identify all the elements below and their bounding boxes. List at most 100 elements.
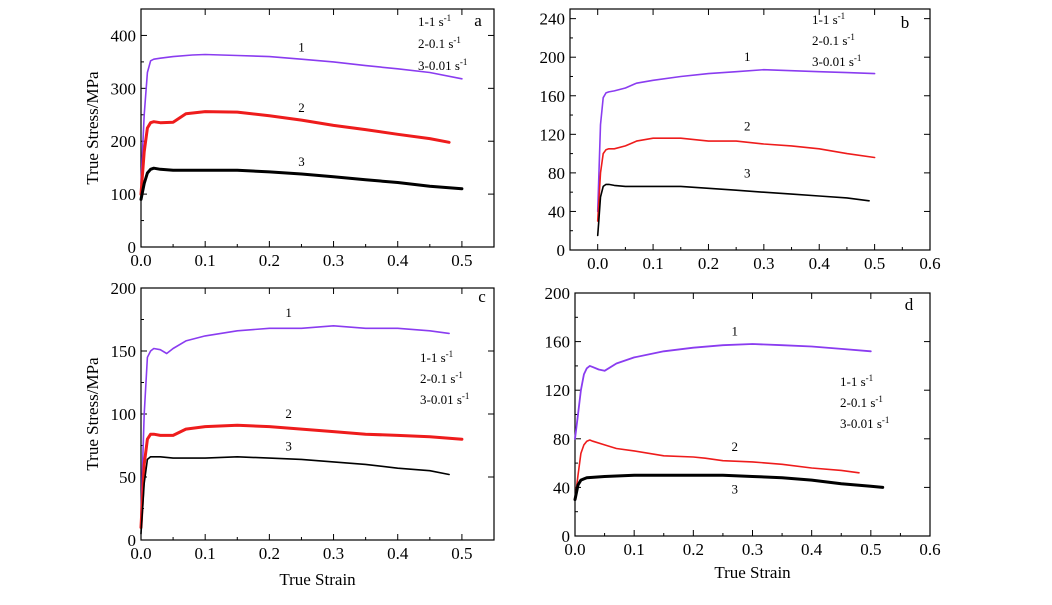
x-tick-label: 0.4 — [801, 540, 823, 559]
y-tick-label: 100 — [111, 405, 137, 424]
x-tick-label: 0.3 — [742, 540, 763, 559]
y-tick-label: 0 — [562, 527, 571, 546]
series-line-1 — [140, 324, 450, 516]
x-axis-title: True Strain — [714, 563, 791, 582]
y-tick-label: 40 — [553, 478, 570, 497]
x-tick-label: 0.4 — [809, 254, 831, 273]
curve-label-2: 2 — [744, 118, 751, 133]
curve-label-3: 3 — [285, 439, 292, 454]
legend-entry: 3-0.01 s-1 — [840, 415, 889, 431]
curve-label-1: 1 — [285, 305, 292, 320]
x-tick-label: 0.2 — [259, 544, 280, 563]
legend-entry: 3-0.01 s-1 — [420, 391, 469, 407]
x-tick-label: 0.5 — [451, 544, 472, 563]
legend-entry: 1-1 s-1 — [812, 11, 845, 27]
y-tick-label: 40 — [548, 202, 565, 221]
series-line-2 — [574, 439, 860, 501]
curve-label-1: 1 — [298, 39, 305, 54]
legend-entry: 1-1 s-1 — [418, 13, 451, 29]
legend-entry: 3-0.01 s-1 — [418, 57, 467, 73]
x-tick-label: 0.0 — [587, 254, 608, 273]
y-tick-label: 50 — [119, 468, 136, 487]
y-tick-label: 100 — [111, 185, 137, 204]
panel-a: 0.0 0.1 0.2 0.3 0.4 0.5 0 100 200 300 400 True Stre… — [83, 8, 495, 270]
panel-d: 0.0 0.1 0.2 0.3 0.4 0.5 0.6 0 40 80 120 160 200 True … — [545, 284, 941, 582]
y-tick-label: 240 — [540, 10, 566, 29]
x-tick-label: 0.5 — [864, 254, 885, 273]
x-tick-label: 0.4 — [387, 251, 409, 270]
curve-label-3: 3 — [298, 154, 305, 169]
legend-entry: 3-0.01 s-1 — [812, 53, 861, 69]
y-tick-label: 150 — [111, 342, 137, 361]
x-tick-label: 0.5 — [860, 540, 881, 559]
y-tick-label: 160 — [540, 87, 566, 106]
x-tick-label: 0.1 — [195, 251, 216, 270]
curve-label-2: 2 — [285, 406, 292, 421]
legend-entry: 1-1 s-1 — [420, 349, 453, 365]
x-tick-label: 0.1 — [642, 254, 663, 273]
curve-label-3: 3 — [744, 166, 751, 181]
series-line-3 — [596, 183, 870, 237]
x-tick-label: 0.2 — [259, 251, 280, 270]
y-tick-label: 200 — [540, 48, 566, 67]
x-tick-label: 0.2 — [698, 254, 719, 273]
y-tick-label: 200 — [545, 284, 571, 303]
y-tick-label: 120 — [540, 125, 566, 144]
series-line-1 — [574, 343, 872, 440]
x-tick-label: 0.3 — [753, 254, 774, 273]
legend-entry: 2-0.1 s-1 — [420, 370, 463, 386]
y-tick-label: 400 — [111, 26, 137, 45]
y-tick-label: 0 — [128, 238, 137, 257]
x-tick-label: 0.1 — [195, 544, 216, 563]
panel-letter: a — [474, 11, 482, 30]
y-tick-label: 300 — [111, 79, 137, 98]
y-tick-label: 120 — [545, 381, 571, 400]
y-tick-label: 200 — [111, 279, 137, 298]
series-line-3 — [573, 473, 885, 502]
legend-entry: 2-0.1 s-1 — [418, 35, 461, 51]
x-tick-label: 0.1 — [624, 540, 645, 559]
x-tick-label: 0.6 — [919, 254, 940, 273]
y-axis-title: True Stress/MPa — [83, 71, 102, 185]
y-axis-title: True Stress/MPa — [83, 357, 102, 471]
x-tick-label: 0.3 — [323, 544, 344, 563]
y-tick-label: 0 — [557, 241, 566, 260]
plot-frame — [140, 8, 495, 248]
series-line-1 — [596, 68, 876, 213]
x-tick-label: 0.5 — [451, 251, 472, 270]
curve-label-3: 3 — [732, 481, 739, 496]
x-axis-title: True Strain — [279, 570, 356, 589]
curve-label-2: 2 — [732, 439, 739, 454]
y-tick-label: 160 — [545, 333, 571, 352]
x-tick-label: 0.2 — [683, 540, 704, 559]
panel-c: 0.0 0.1 0.2 0.3 0.4 0.5 0 50 100 150 200 True Stres… — [83, 279, 495, 589]
x-tick-label: 0.3 — [323, 251, 344, 270]
series-line-2 — [139, 110, 451, 196]
plot-frame — [569, 8, 931, 251]
x-tick-label: 0.0 — [130, 544, 151, 563]
y-tick-label: 80 — [553, 430, 570, 449]
panel-letter: c — [478, 287, 486, 306]
curve-label-1: 1 — [732, 324, 739, 339]
plot-frame — [140, 287, 495, 541]
series-line-3 — [139, 166, 464, 201]
panel-letter: b — [901, 13, 910, 32]
plot-frame — [574, 292, 931, 537]
y-tick-label: 0 — [128, 531, 137, 550]
y-tick-label: 80 — [548, 164, 565, 183]
x-tick-label: 0.4 — [387, 544, 409, 563]
y-tick-label: 200 — [111, 132, 137, 151]
legend-entry: 1-1 s-1 — [840, 373, 873, 389]
legend-entry: 2-0.1 s-1 — [812, 32, 855, 48]
legend-entry: 2-0.1 s-1 — [840, 394, 883, 410]
panel-b: 0.0 0.1 0.2 0.3 0.4 0.5 0.6 0 40 80 120 160 200 240 1 2… — [540, 8, 941, 273]
series-line-3 — [140, 455, 450, 535]
x-tick-label: 0.0 — [130, 251, 151, 270]
x-tick-label: 0.6 — [919, 540, 940, 559]
x-tick-label: 0.0 — [564, 540, 585, 559]
panel-letter: d — [905, 295, 914, 314]
series-line-1 — [140, 53, 463, 185]
series-line-2 — [596, 137, 876, 222]
series-line-2 — [139, 423, 464, 529]
